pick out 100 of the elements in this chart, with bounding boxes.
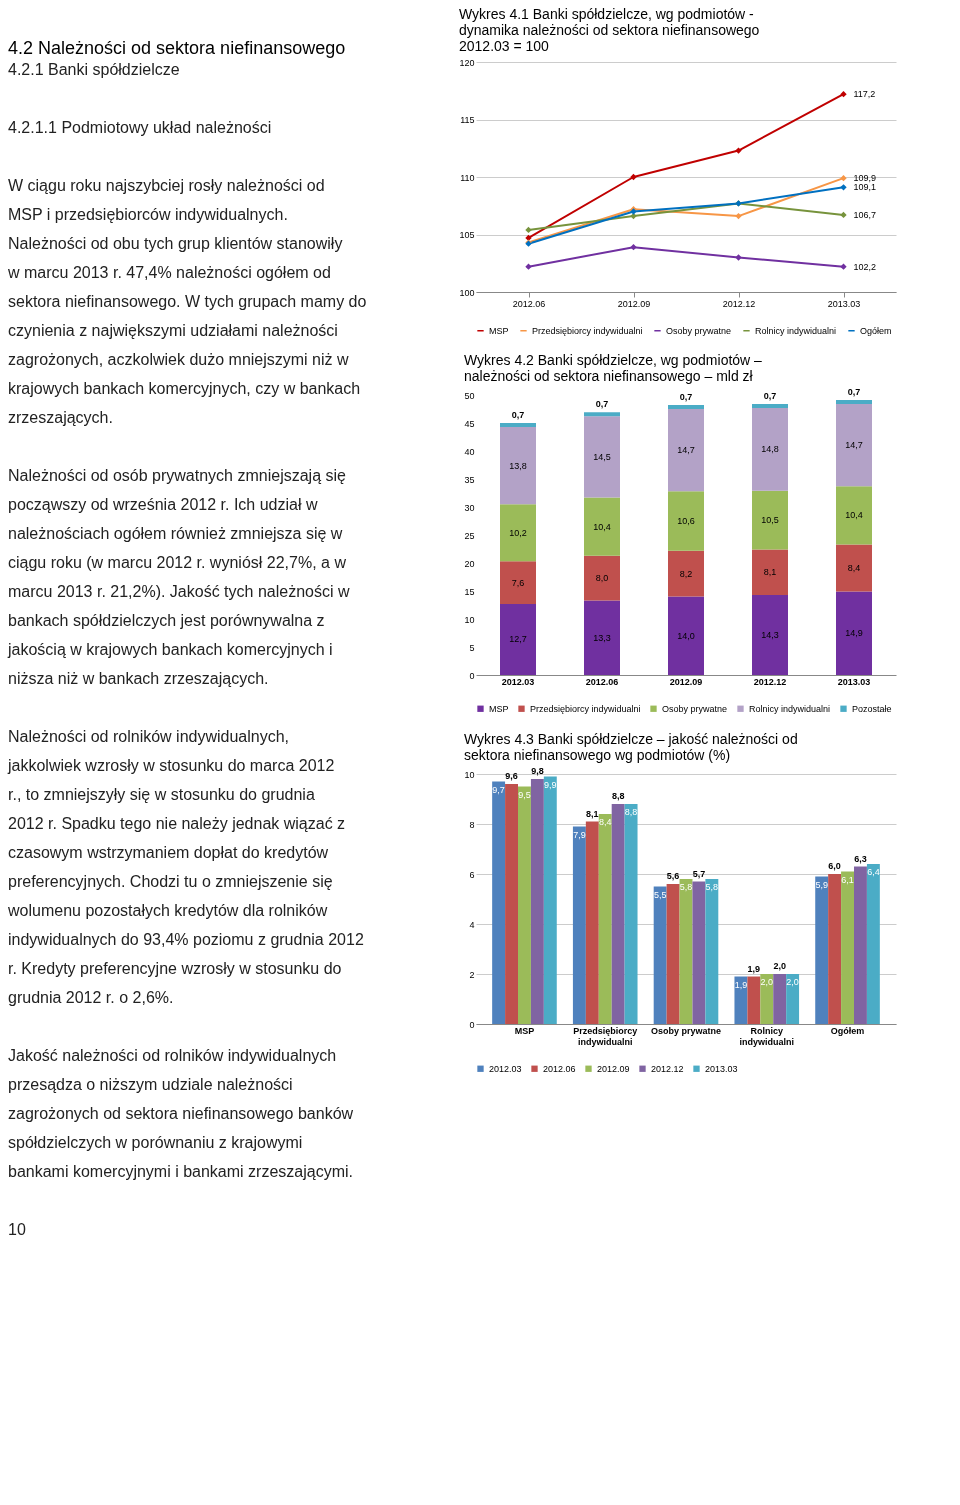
data-label: 9,9 xyxy=(544,779,557,790)
legend-label: Osoby prywatne xyxy=(662,703,728,714)
data-label: 8,4 xyxy=(847,563,861,574)
y-tick-label: 0 xyxy=(469,1019,475,1030)
data-label: 6,4 xyxy=(867,867,880,877)
y-tick-label: 110 xyxy=(460,172,475,183)
legend-label: Rolnicy indywidualni xyxy=(749,703,831,714)
legend-label: 2012.03 xyxy=(489,1063,522,1074)
x-tick-label: 2013.03 xyxy=(837,676,871,687)
data-label: 102,2 xyxy=(853,261,877,272)
data-label: 0,7 xyxy=(511,410,525,420)
x-tick-label: 2013.03 xyxy=(827,298,861,309)
data-label: 5,8 xyxy=(705,882,719,892)
data-label: 106,7 xyxy=(853,209,877,220)
y-tick-label: 35 xyxy=(464,474,475,485)
legend-label: Rolnicy indywidualni xyxy=(755,325,837,336)
legend-label: Przedsiębiorcy indywidualni xyxy=(530,703,641,714)
x-tick-label: Osoby prywatne xyxy=(650,1025,722,1036)
data-label: 5,6 xyxy=(666,871,680,881)
data-label: 14,7 xyxy=(845,440,863,451)
text: Należności od osób prywatnych zmniejszają się począwszy od września 2012 r. Ich udział w należnościach ogółem również zmniejsza się w ciągu roku (w marcu 2012 r. wyniósł 22,7%, a w marcu 2013 r. 21,2%). Jakość tych należności w bankach spółdzielczych jest porównywalna z jakością w krajowych bankach komercyjnych i niższa niż w bankach zrzeszających. xyxy=(7,467,350,687)
y-tick-label: 105 xyxy=(459,230,475,240)
data-label: 8,1 xyxy=(763,567,777,578)
data-label: 5,5 xyxy=(653,889,667,900)
data-label: 0,7 xyxy=(595,399,609,410)
y-tick-label: 100 xyxy=(459,287,475,298)
data-label: 2,0 xyxy=(786,977,799,987)
x-tick-label: Ogółem xyxy=(830,1025,865,1036)
data-label: 10,6 xyxy=(677,516,695,526)
legend-label: MSP xyxy=(489,703,509,714)
y-tick-label: 10 xyxy=(464,614,475,625)
x-tick-label: 2012.12 xyxy=(753,676,787,687)
data-label: 10,5 xyxy=(761,515,779,526)
data-label: 8,8 xyxy=(624,807,638,817)
y-tick-label: 120 xyxy=(459,57,475,68)
data-label: 14,0 xyxy=(677,630,695,641)
data-label: 109,1 xyxy=(853,182,877,193)
data-label: 9,6 xyxy=(505,771,518,781)
data-label: 14,3 xyxy=(761,629,779,640)
data-label: 8,0 xyxy=(595,573,609,584)
data-label: 12,7 xyxy=(509,634,527,645)
y-tick-label: 8 xyxy=(469,819,475,830)
x-tick-label: 2012.06 xyxy=(585,676,619,687)
text: 4.2.1.1 Podmiotowy układ należności xyxy=(8,119,272,136)
data-label: 13,3 xyxy=(593,632,611,643)
data-label: 109,9 xyxy=(853,173,877,184)
text: 4.2.1 Banki spółdzielcze xyxy=(8,61,180,78)
x-tick-label: 2012.06 xyxy=(512,298,546,309)
y-tick-label: 15 xyxy=(464,586,475,597)
data-label: 0,7 xyxy=(679,392,693,403)
x-tick-label: 2012.12 xyxy=(722,298,756,309)
data-label: 8,2 xyxy=(679,568,693,579)
data-label: 2,0 xyxy=(773,961,786,971)
data-label: 14,9 xyxy=(845,628,863,639)
y-tick-label: 10 xyxy=(464,769,475,780)
x-tick-label: Przedsiębiorcy indywidualni xyxy=(573,1025,638,1047)
text: 4.2 Należności od sektora niefinansowego xyxy=(8,38,346,58)
y-tick-label: 4 xyxy=(469,919,475,930)
data-label: 5,7 xyxy=(692,868,706,879)
data-label: 13,8 xyxy=(509,460,527,471)
data-label: 5,9 xyxy=(815,879,828,890)
data-label: 5,8 xyxy=(679,882,693,892)
legend-label: Osoby prywatne xyxy=(666,325,732,336)
x-tick-label: 2012.09 xyxy=(669,676,703,687)
legend-label: MSP xyxy=(489,325,509,336)
legend-label: 2012.12 xyxy=(651,1063,684,1074)
data-label: 6,3 xyxy=(854,853,867,864)
y-tick-label: 45 xyxy=(464,418,475,429)
legend-label: Ogółem xyxy=(860,325,892,336)
y-tick-label: 40 xyxy=(464,446,475,457)
y-tick-label: 25 xyxy=(464,530,475,541)
data-label: 0,7 xyxy=(847,387,861,398)
text: W ciągu roku najszybciej rosły należności od MSP i przedsiębiorców indywidualnych. Należności od obu tych grup klientów stanowiły w marcu 2013 r. 47,4% należności ogółem od sektora niefinansowego. W tych grupach mamy do czynienia z największymi udziałami należności zagrożonych, aczkolwiek dużo mniejszymi niż w krajowych bankach komercyjnych, czy w bankach zrzeszających. xyxy=(8,177,367,426)
legend-label: 2012.06 xyxy=(543,1063,576,1074)
data-label: 6,0 xyxy=(828,861,841,871)
x-tick-label: 2012.09 xyxy=(617,298,651,309)
data-label: 8,8 xyxy=(611,791,625,801)
x-tick-label: Rolnicy indywidualni xyxy=(739,1025,795,1047)
y-tick-label: 2 xyxy=(469,969,475,980)
data-label: 10,4 xyxy=(593,521,611,532)
x-tick-label: MSP xyxy=(514,1025,535,1036)
y-tick-label: 30 xyxy=(464,502,475,513)
data-label: 8,4 xyxy=(598,817,612,827)
legend-label: Przedsiębiorcy indywidualni xyxy=(532,325,643,336)
data-label: 9,8 xyxy=(531,766,544,776)
legend-label: 2012.09 xyxy=(597,1063,630,1074)
data-label: 7,6 xyxy=(511,577,525,588)
y-tick-label: 115 xyxy=(460,115,475,125)
data-label: 117,2 xyxy=(853,89,876,100)
data-label: 6,1 xyxy=(841,874,854,885)
data-label: 14,5 xyxy=(593,451,611,462)
text: Należności od rolników indywidualnych, jakkolwiek wzrosły w stosunku do marca 2012 r., to zmniejszyły się w stosunku do grudnia 2012 r. Spadku tego nie należy jednak wiązać z czasowym wstrzymaniem dopłat do kredytów preferencyjnych. Chodzi tu o zmniejszenie się wolumenu pozostałych kredytów dla rolników indywidualnych do 93,4% poziomu z grudnia 2012 r. Kredyty preferencyjne wzrosły w stosunku do grudnia 2012 r. o 2,6%. xyxy=(8,728,364,1006)
data-label: 10,4 xyxy=(845,510,863,521)
data-label: 10,2 xyxy=(509,527,527,538)
legend-label: 2013.03 xyxy=(705,1063,738,1074)
data-label: 0,7 xyxy=(763,390,777,401)
data-label: 1,9 xyxy=(734,979,748,990)
x-tick-label: 2012.03 xyxy=(501,676,535,687)
y-tick-label: 0 xyxy=(469,670,475,681)
y-tick-label: 50 xyxy=(464,390,475,401)
